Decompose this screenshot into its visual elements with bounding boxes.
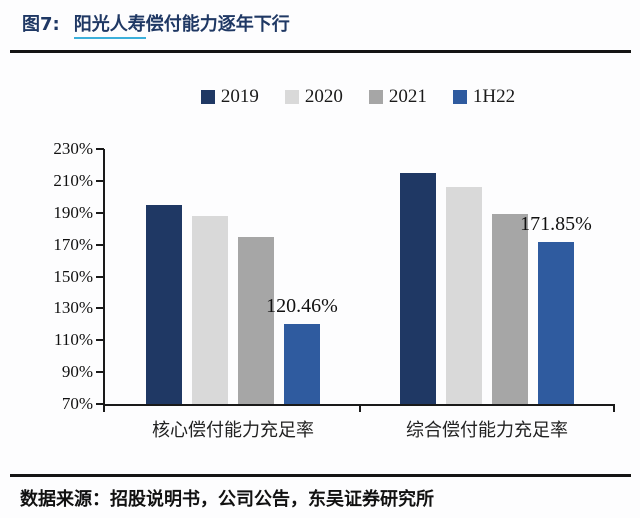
title-divider-rule <box>10 50 631 53</box>
footer-divider-rule <box>10 474 631 477</box>
y-axis-label: 90% <box>61 362 93 382</box>
data-source-text: 数据来源：招股说明书，公司公告，东吴证券研究所 <box>20 489 434 510</box>
bar-value-label: 171.85% <box>520 212 592 235</box>
y-axis-label: 210% <box>53 170 93 190</box>
bar-2020-group1 <box>192 215 228 404</box>
figure-number-label: 图7: <box>22 14 60 35</box>
y-axis-label: 70% <box>61 394 93 413</box>
legend-swatch-2019 <box>200 90 215 104</box>
y-axis-label: 150% <box>53 266 93 286</box>
y-axis-label: 230% <box>53 139 93 158</box>
legend-label-1h22: 1H22 <box>472 86 516 107</box>
y-axis-tick <box>96 307 104 310</box>
legend-item-2019: 2019 <box>200 86 259 108</box>
y-axis-tick <box>96 211 104 214</box>
y-axis-tick <box>96 371 104 374</box>
x-axis-tick <box>103 404 105 412</box>
bar-value-label: 120.46% <box>266 294 338 317</box>
title-rest-text: 偿付能力逐年下行 <box>145 14 290 35</box>
bar-2019-group2 <box>400 172 436 404</box>
legend-swatch-2020 <box>284 90 299 104</box>
bar-2019-group1 <box>146 204 182 404</box>
legend-label-2021: 2021 <box>388 86 427 107</box>
x-axis-tick <box>359 404 361 412</box>
x-axis-category-label: 核心偿付能力充足率 <box>152 420 314 441</box>
y-axis-tick <box>96 275 104 278</box>
legend-label-2019: 2019 <box>220 86 259 107</box>
bar-2021-group2 <box>492 214 528 404</box>
x-axis-tick <box>613 404 615 412</box>
legend-item-1h22: 1H22 <box>452 86 516 108</box>
y-axis-label: 130% <box>53 298 93 318</box>
bar-2020-group2 <box>446 187 482 404</box>
y-axis-tick <box>96 179 104 182</box>
figure-title: 图7: 阳光人寿偿付能力逐年下行 <box>22 13 290 39</box>
y-axis-tick <box>96 243 104 246</box>
y-axis-label: 190% <box>53 202 93 222</box>
legend-item-2021: 2021 <box>368 86 427 108</box>
bar-1h22-group1 <box>284 323 320 404</box>
y-axis-tick <box>96 339 104 342</box>
bar-2021-group1 <box>238 236 274 404</box>
bar-chart-plot-area: 230% 210% 190% 170% 150% 130% 110% 90% 70% 120.46… <box>53 139 615 441</box>
legend-label-2020: 2020 <box>304 86 343 107</box>
y-axis-label: 110% <box>53 330 93 350</box>
bar-1h22-group2 <box>538 241 574 404</box>
x-axis-category-label: 综合偿付能力充足率 <box>406 420 568 441</box>
title-company-link[interactable]: 阳光人寿 <box>73 14 146 39</box>
legend-swatch-2021 <box>368 90 383 104</box>
y-axis-tick <box>96 148 104 150</box>
legend: 2019 2020 2021 1H22 <box>103 86 613 108</box>
y-axis-label: 170% <box>53 234 93 254</box>
legend-item-2020: 2020 <box>284 86 343 108</box>
y-axis-tick <box>96 403 104 405</box>
legend-swatch-1h22 <box>452 90 467 104</box>
